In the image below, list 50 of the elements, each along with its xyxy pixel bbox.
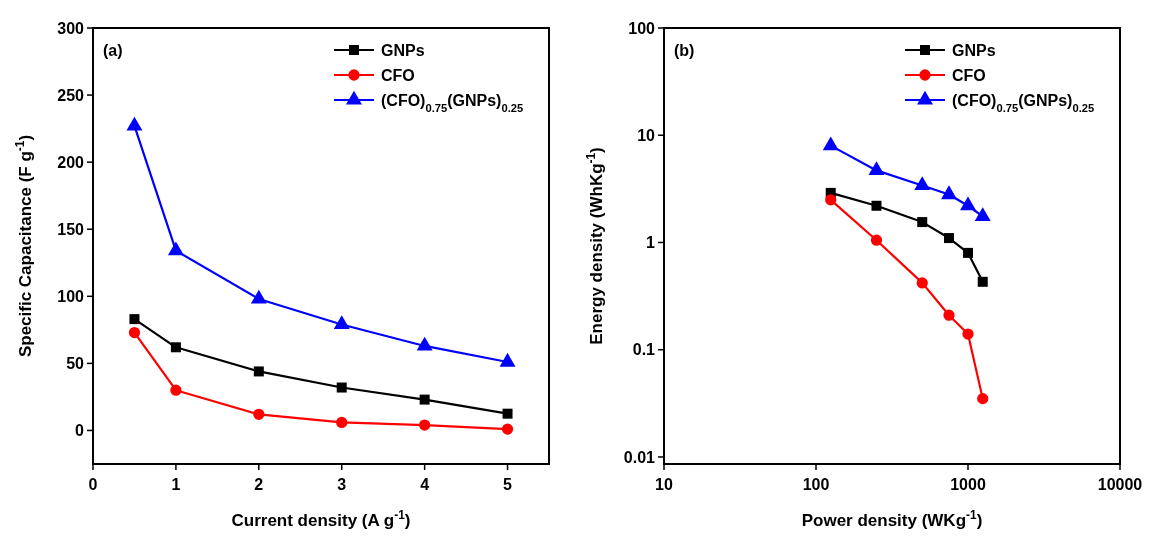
point [253, 408, 265, 420]
annotation: (b) [674, 42, 695, 59]
y-tick-label: 100 [57, 287, 85, 305]
point [250, 289, 267, 304]
x-tick-label: 3 [337, 476, 347, 493]
point [499, 352, 516, 367]
x-axis-title: Power density (WKg$^{-1}$) [801, 508, 983, 530]
legend-label: CFO [952, 66, 986, 84]
point [333, 315, 350, 330]
legend-label: GNPs [952, 41, 996, 59]
y-tick-label: 10 [637, 126, 656, 144]
point [170, 384, 182, 396]
point [253, 366, 264, 377]
y-tick-label: 50 [66, 354, 85, 372]
point [502, 408, 513, 419]
point [336, 382, 347, 393]
point [419, 394, 430, 405]
x-tick-label: 1 [171, 476, 181, 493]
point [167, 241, 184, 256]
y-tick-label: 300 [57, 19, 85, 37]
annotation: (a) [103, 42, 123, 59]
point [170, 342, 181, 353]
x-tick-label: 4 [420, 476, 430, 493]
point [129, 314, 140, 325]
x-tick-label: 2 [254, 476, 264, 493]
y-tick-label: 100 [628, 19, 656, 37]
y-tick-label: 250 [57, 86, 85, 104]
x-tick-label: 0 [88, 476, 98, 493]
y-tick-label: 200 [57, 153, 85, 171]
y-tick-label: 0.01 [623, 448, 656, 466]
point [501, 423, 514, 435]
y-tick-label: 1 [646, 234, 656, 252]
point [418, 419, 431, 431]
x-tick-label: 1000 [950, 476, 986, 493]
point [336, 416, 348, 429]
x-axis-title: Current density (A g$^{-1}$) [231, 508, 411, 530]
point [128, 326, 141, 339]
y-tick-label: 0.1 [632, 341, 656, 359]
legend-label: (CFO)$_{0.75}$(GNPs)$_{0.25}$ [381, 91, 524, 114]
point [126, 116, 143, 131]
x-tick-label: 10 [655, 476, 673, 493]
legend-label: CFO [381, 66, 415, 84]
x-tick-label: 5 [503, 476, 513, 493]
point [416, 336, 433, 351]
legend-label: GNPs [381, 41, 425, 59]
x-tick-label: 10000 [1097, 476, 1143, 493]
y-tick-label: 150 [57, 220, 85, 238]
legend-label: (CFO)$_{0.75}$(GNPs)$_{0.25}$ [952, 91, 1095, 114]
x-tick-label: 100 [802, 476, 830, 493]
y-tick-label: 0 [75, 422, 85, 440]
